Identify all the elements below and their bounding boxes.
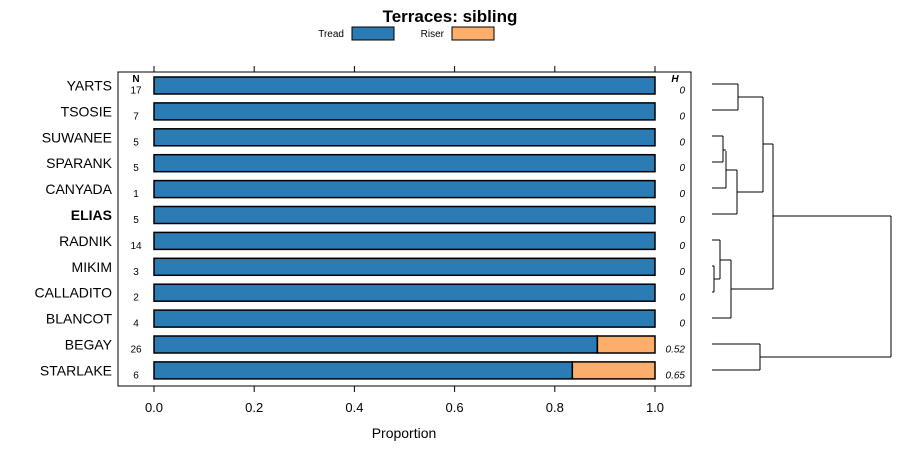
x-tick-label: 1.0 (646, 400, 664, 415)
x-axis: 0.0 0.2 0.4 0.6 0.8 1.0 (145, 66, 664, 415)
h-value: 0 (679, 293, 685, 304)
h-value: 0 (679, 241, 685, 252)
row-label: YARTS (67, 78, 112, 94)
x-axis-label: Proportion (372, 425, 437, 441)
bar-tread (153, 179, 656, 199)
bar-riser (596, 335, 656, 354)
row-label: SUWANEE (42, 129, 112, 145)
row-label: TSOSIE (61, 103, 112, 119)
row-label: CALLADITO (34, 285, 112, 301)
n-value: 17 (130, 86, 142, 97)
row-label: MIKIM (72, 259, 112, 275)
row-label: SPARANK (46, 155, 113, 171)
bar-tread (153, 361, 574, 380)
bar-tread (153, 205, 656, 225)
bar-tread (153, 283, 656, 302)
h-value: 0 (679, 189, 685, 200)
n-value: 5 (133, 215, 139, 226)
row-label: BLANCOT (46, 311, 113, 327)
rows: YARTS 17 0 TSOSIE 7 0 SUWANEE 5 0 SPARANK 5 0 CANYAD… (34, 76, 686, 381)
plot-frame (117, 71, 692, 387)
bar-tread (153, 309, 656, 328)
bar-tread (153, 231, 656, 251)
x-tick-label: 0.8 (546, 400, 564, 415)
row-label: STARLAKE (40, 362, 112, 378)
n-value: 2 (133, 293, 139, 304)
x-tick-label: 0.0 (145, 400, 163, 415)
bar-riser (571, 361, 656, 380)
row-label: BEGAY (65, 337, 113, 353)
n-value: 26 (130, 345, 142, 356)
legend: Tread Riser (318, 26, 495, 41)
x-tick-label: 0.4 (345, 400, 363, 415)
row-label: ELIAS (71, 207, 112, 223)
bar-tread (153, 128, 656, 147)
h-column-header: H (671, 74, 679, 85)
n-value: 5 (133, 137, 139, 148)
row-label: RADNIK (59, 233, 113, 249)
legend-swatch-tread (351, 26, 395, 41)
n-value: 14 (130, 241, 142, 252)
bar-tread (153, 76, 656, 95)
h-value: 0.65 (666, 370, 686, 381)
n-value: 3 (133, 267, 139, 278)
n-value: 4 (133, 319, 139, 330)
n-value: 7 (133, 111, 139, 122)
h-value: 0 (679, 319, 685, 330)
h-value: 0 (679, 215, 685, 226)
n-column-header: N (132, 74, 139, 85)
h-value: 0 (679, 267, 685, 278)
x-tick-label: 0.6 (446, 400, 464, 415)
n-value: 6 (133, 370, 139, 381)
bar-tread (153, 257, 656, 277)
n-value: 1 (133, 189, 139, 200)
h-value: 0.52 (666, 345, 686, 356)
h-value: 0 (679, 111, 685, 122)
legend-swatch-riser (451, 26, 495, 41)
h-value: 0 (679, 86, 685, 97)
dendrogram (712, 83, 892, 371)
h-value: 0 (679, 137, 685, 148)
bar-tread (153, 102, 656, 121)
n-value: 5 (133, 163, 139, 174)
bar-tread (153, 335, 599, 354)
h-value: 0 (679, 163, 685, 174)
bar-tread (153, 153, 656, 173)
x-tick-label: 0.2 (245, 400, 263, 415)
legend-label-tread: Tread (318, 29, 344, 40)
legend-label-riser: Riser (421, 29, 445, 40)
chart-title: Terraces: sibling (383, 7, 518, 26)
row-label: CANYADA (45, 181, 112, 197)
